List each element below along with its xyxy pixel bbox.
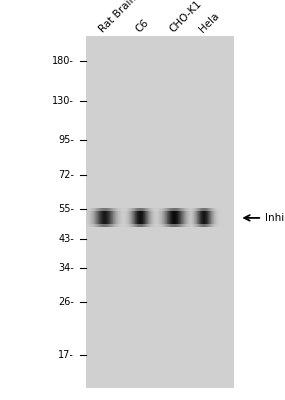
Text: 95-: 95-	[58, 136, 74, 146]
Text: 55-: 55-	[58, 204, 74, 214]
Text: 130-: 130-	[52, 96, 74, 106]
Text: Hela: Hela	[197, 10, 221, 34]
Text: 26-: 26-	[58, 297, 74, 307]
Text: C6: C6	[133, 17, 150, 34]
Text: 43-: 43-	[58, 234, 74, 244]
Text: 72-: 72-	[58, 170, 74, 180]
Text: 180-: 180-	[52, 56, 74, 66]
Text: CHO-K1: CHO-K1	[167, 0, 203, 34]
Text: 17-: 17-	[58, 350, 74, 360]
Text: Rat Brain: Rat Brain	[98, 0, 139, 34]
Text: Inhibin beta A: Inhibin beta A	[265, 213, 285, 223]
Text: 34-: 34-	[58, 263, 74, 273]
